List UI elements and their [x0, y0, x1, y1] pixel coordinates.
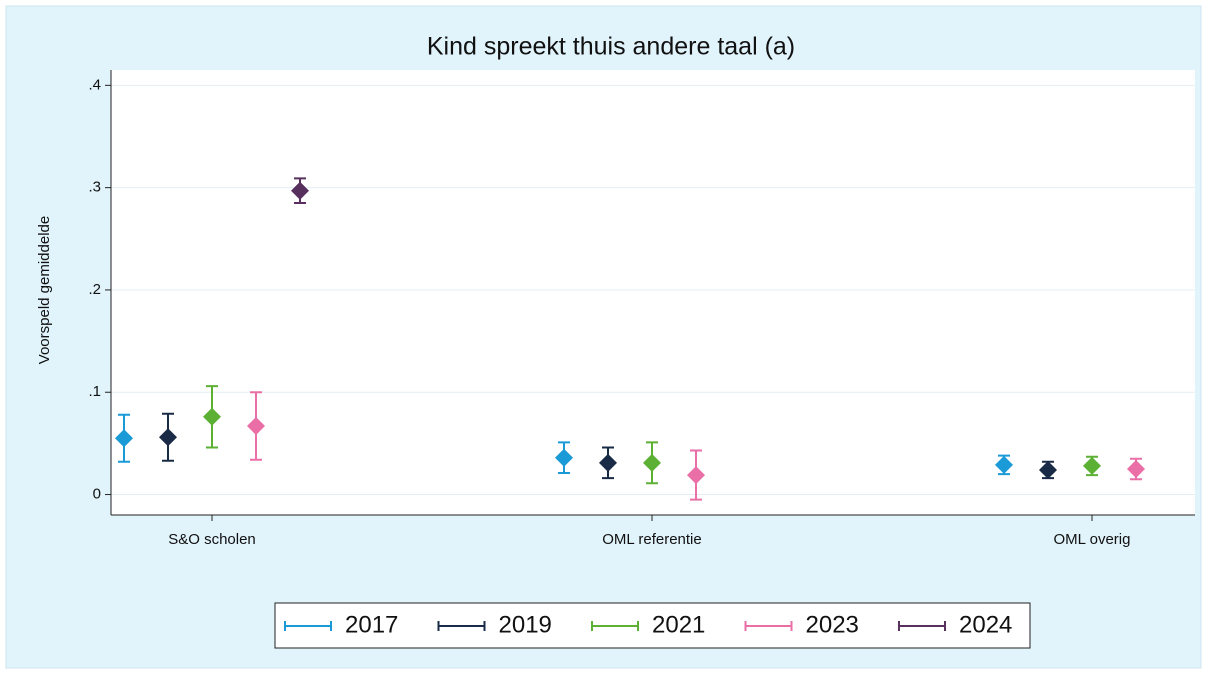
legend-label: 2023: [806, 611, 859, 638]
point: [1083, 456, 1101, 475]
y-axis-title: Voorspeld gemiddelde: [36, 216, 53, 364]
point: [555, 448, 573, 467]
point: [1039, 460, 1057, 479]
y-tick-label: .4: [88, 76, 101, 93]
legend-swatch: [744, 621, 793, 631]
y-tick-label: .3: [88, 179, 101, 196]
point: [203, 407, 221, 426]
point: [995, 455, 1013, 474]
chart-title: Kind spreekt thuis andere taal (a): [427, 33, 795, 61]
legend-label: 2021: [652, 611, 705, 638]
legend-swatch: [437, 621, 486, 631]
y-tick-label: 0: [93, 486, 101, 503]
legend-label: 2024: [959, 611, 1012, 638]
x-tick-label: OML overig: [1054, 531, 1131, 548]
legend-swatch: [898, 621, 946, 631]
point: [687, 466, 705, 485]
legend-label: 2019: [499, 611, 552, 638]
legend-swatch: [591, 621, 639, 631]
point: [643, 453, 661, 472]
x-tick-label: S&O scholen: [168, 531, 256, 548]
point: [247, 417, 265, 435]
point: [599, 453, 617, 472]
y-tick-label: .2: [88, 281, 101, 298]
y-tick-label: .1: [88, 383, 101, 400]
legend-label: 2017: [345, 611, 398, 638]
point: [291, 181, 309, 200]
plot-area: [111, 70, 1195, 515]
point: [115, 429, 133, 448]
legend-swatch: [284, 621, 332, 631]
point: [1127, 459, 1145, 478]
x-tick-label: OML referentie: [602, 531, 702, 548]
point: [159, 428, 177, 447]
